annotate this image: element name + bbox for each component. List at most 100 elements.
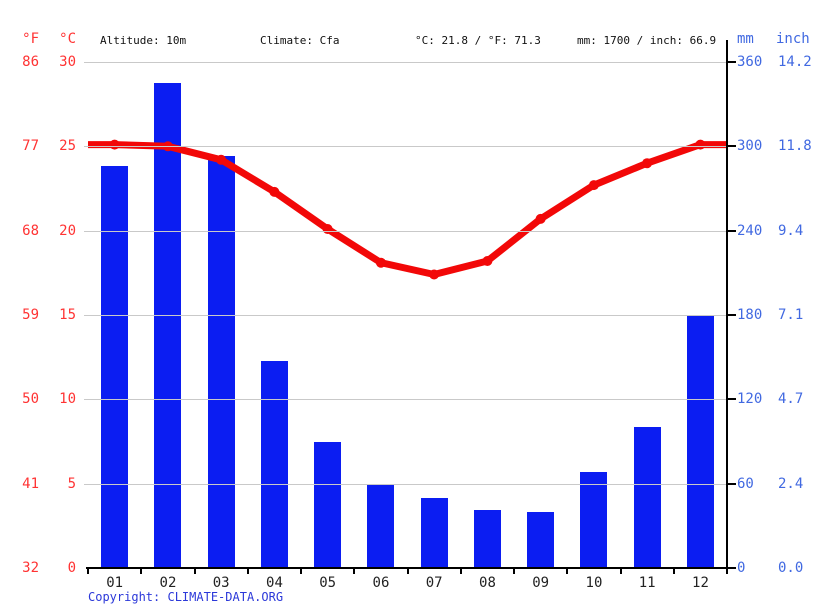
x-axis-line [86, 567, 736, 569]
x-axis-tick [672, 568, 675, 574]
gridline [84, 146, 727, 148]
temperature-line [88, 141, 727, 278]
gridline [84, 230, 727, 232]
celsius-axis-header: °C [59, 31, 76, 47]
right-axis-tick [727, 229, 736, 232]
right-axis-tick [727, 398, 736, 401]
temperature-point-05 [322, 224, 333, 234]
month-label-06: 06 [372, 575, 390, 591]
gridline [84, 315, 727, 316]
month-label-12: 12 [692, 575, 709, 591]
mm-tick-label: 0 [737, 560, 746, 576]
x-axis-tick [246, 568, 249, 574]
right-axis-tick [727, 567, 736, 569]
fahrenheit-axis-header: °F [22, 31, 39, 47]
month-label-03: 03 [212, 575, 230, 591]
temperature-point-01 [109, 139, 120, 150]
month-label-02: 02 [159, 575, 177, 591]
month-label-04: 04 [266, 575, 283, 591]
x-axis-tick [406, 568, 409, 574]
fahrenheit-tick-label: 32 [22, 560, 39, 576]
gridline [84, 483, 727, 485]
mm-tick-label: 240 [737, 222, 763, 239]
temperature-point-06 [375, 257, 386, 268]
temperature-point-09 [535, 213, 546, 224]
celsius-tick-label: 25 [59, 138, 76, 155]
gridline [84, 399, 727, 401]
inch-tick-label: 9.4 [778, 222, 804, 239]
right-axis-tick [727, 482, 736, 485]
precipitation-bar-12 [686, 315, 714, 568]
x-axis-tick [300, 568, 302, 574]
mm-tick-label: 120 [737, 391, 763, 408]
plot-area [88, 62, 727, 568]
celsius-tick-label: 15 [59, 307, 76, 323]
precipitation-bar-07 [420, 497, 448, 568]
month-label-08: 08 [479, 575, 496, 591]
temperature-point-08 [482, 256, 493, 266]
month-label-09: 09 [532, 575, 550, 591]
avg-temperature-text: °C: 21.8 / °F: 71.3 [415, 34, 541, 47]
mm-axis-header: mm [737, 31, 754, 47]
x-axis-tick [726, 568, 728, 574]
celsius-tick-label: 20 [59, 222, 76, 239]
total-precipitation-text: mm: 1700 / inch: 66.9 [577, 34, 717, 47]
x-axis-tick [459, 568, 462, 574]
temperature-point-12 [695, 139, 706, 150]
precipitation-bar-11 [633, 427, 661, 568]
precipitation-bar-06 [367, 483, 395, 568]
precipitation-bar-03 [207, 156, 235, 568]
x-axis-tick [353, 568, 356, 574]
inch-tick-label: 2.4 [778, 475, 804, 492]
month-label-07: 07 [425, 575, 443, 591]
inch-tick-label: 14.2 [778, 54, 812, 70]
celsius-tick-label: 30 [59, 54, 76, 70]
x-axis-tick [566, 568, 569, 574]
right-axis-tick [727, 145, 736, 148]
celsius-tick-label: 10 [59, 391, 76, 408]
x-axis-tick [140, 568, 143, 574]
gridline [84, 62, 727, 63]
fahrenheit-tick-label: 77 [22, 138, 39, 155]
temperature-point-03 [216, 154, 227, 165]
fahrenheit-tick-label: 59 [22, 307, 39, 323]
right-axis-tick [727, 314, 736, 316]
copyright-label: Copyright: [88, 590, 161, 604]
altitude-text: Altitude: 10m [100, 34, 187, 47]
temperature-point-10 [588, 180, 599, 191]
x-axis-tick [619, 568, 622, 574]
mm-tick-label: 180 [737, 307, 763, 323]
precipitation-bar-10 [580, 472, 608, 568]
right-axis-line [726, 40, 728, 568]
precipitation-bar-02 [154, 83, 182, 568]
month-label-10: 10 [585, 575, 603, 591]
month-label-05: 05 [319, 575, 337, 591]
month-label-11: 11 [638, 575, 656, 591]
fahrenheit-tick-label: 86 [22, 54, 39, 70]
right-axis-tick [727, 61, 736, 63]
fahrenheit-tick-label: 68 [22, 222, 39, 239]
inch-tick-label: 4.7 [778, 391, 804, 408]
temperature-point-11 [642, 158, 653, 169]
copyright-link[interactable]: CLIMATE-DATA.ORG [167, 590, 284, 604]
fahrenheit-tick-label: 41 [22, 475, 39, 492]
celsius-tick-label: 5 [67, 475, 76, 492]
precipitation-bar-01 [101, 166, 129, 568]
temperature-point-07 [429, 269, 440, 280]
x-axis-tick [513, 568, 515, 574]
climate-class-text: Climate: Cfa [260, 34, 340, 47]
month-label-01: 01 [106, 575, 124, 591]
copyright: Copyright: CLIMATE-DATA.ORG [88, 590, 283, 604]
x-axis-tick [87, 568, 89, 574]
celsius-tick-label: 0 [67, 560, 76, 576]
precipitation-bar-08 [473, 510, 501, 568]
fahrenheit-tick-label: 50 [22, 391, 39, 408]
precipitation-bar-09 [527, 511, 555, 568]
mm-tick-label: 60 [737, 475, 754, 492]
temperature-point-04 [269, 186, 280, 197]
inch-axis-header: inch [776, 31, 810, 47]
precipitation-bar-05 [314, 441, 342, 568]
mm-tick-label: 360 [737, 54, 763, 70]
x-axis-tick [193, 568, 196, 574]
mm-tick-label: 300 [737, 138, 763, 155]
